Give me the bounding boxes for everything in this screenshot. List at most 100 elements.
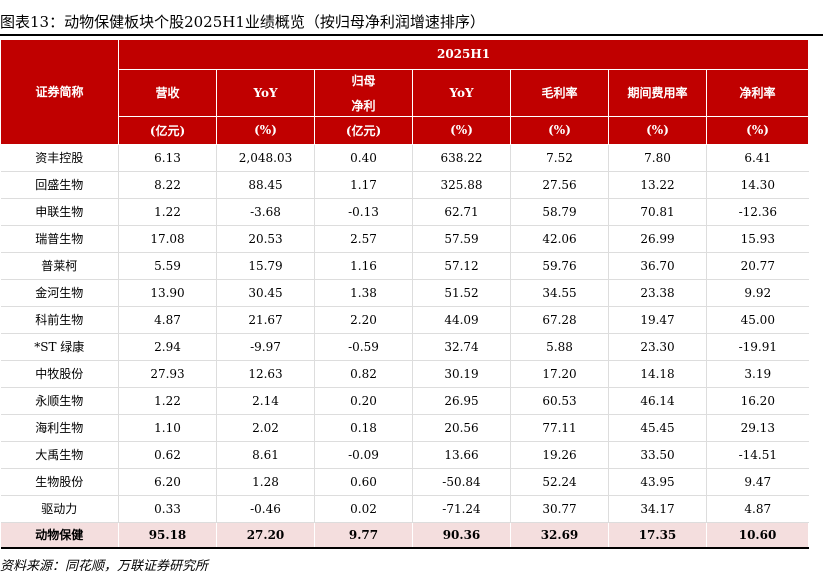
cell-value: 26.99 [608, 225, 707, 253]
header-col-unit: (%) [216, 116, 315, 145]
cell-value: 46.14 [608, 387, 707, 415]
header-row-units: (亿元) (%) (亿元) (%) (%) (%) (%) [1, 116, 810, 145]
table-row: 申联生物 1.22 -3.68 -0.13 62.71 58.79 70.81 -12.36 [0, 198, 809, 226]
figure-title: 图表13：动物保健板块个股2025H1业绩概览（按归母净利润增速排序） [0, 13, 485, 31]
header-col-label-line1: 期间费用率 [627, 86, 688, 100]
cell-value: 43.95 [608, 468, 707, 496]
header-col-label: 期间费用率 [608, 69, 707, 117]
performance-table: 证券简称 2025H1 营收 YoY 归母 净利 YoY 毛利率 期间费用率 净利率 (亿元)… [0, 40, 810, 549]
cell-security-name: 中牧股份 [0, 360, 119, 388]
cell-security-name: 海利生物 [0, 414, 119, 442]
cell-value: 2.14 [216, 387, 315, 415]
cell-security-name: *ST 绿康 [0, 333, 119, 361]
cell-value: 1.10 [118, 414, 217, 442]
cell-value: 26.95 [412, 387, 511, 415]
cell-value: 5.59 [118, 252, 217, 280]
cell-value: 13.66 [412, 441, 511, 469]
cell-value: 9.92 [706, 279, 809, 307]
cell-value: 4.87 [118, 306, 217, 334]
cell-value: 2.57 [314, 225, 413, 253]
header-col-label: 营收 [118, 69, 217, 117]
cell-value: 20.56 [412, 414, 511, 442]
cell-value: 3.19 [706, 360, 809, 388]
cell-value: -0.46 [216, 495, 315, 523]
cell-value: 6.13 [118, 144, 217, 172]
cell-value: 21.67 [216, 306, 315, 334]
table-row: 瑞普生物 17.08 20.53 2.57 57.59 42.06 26.99 15.93 [0, 225, 809, 253]
cell-value: 10.60 [706, 521, 810, 549]
cell-value: 14.30 [706, 171, 809, 199]
cell-value: 14.18 [608, 360, 707, 388]
cell-value: 15.79 [216, 252, 315, 280]
cell-security-name: 动物保健 [0, 521, 119, 549]
cell-value: 0.18 [314, 414, 413, 442]
cell-value: 42.06 [510, 225, 609, 253]
table-row: 大禹生物 0.62 8.61 -0.09 13.66 19.26 33.50 -14.51 [0, 441, 809, 469]
header-col-label: YoY [412, 69, 511, 117]
cell-value: -19.91 [706, 333, 809, 361]
cell-value: 59.76 [510, 252, 609, 280]
header-col-label: 净利率 [705, 69, 810, 117]
cell-value: 34.55 [510, 279, 609, 307]
cell-value: 30.45 [216, 279, 315, 307]
cell-value: 17.08 [118, 225, 217, 253]
cell-value: 1.22 [118, 387, 217, 415]
header-col-label: 归母 净利 [314, 69, 413, 117]
cell-value: 1.28 [216, 468, 315, 496]
cell-value: 1.38 [314, 279, 413, 307]
header-col-label-line2: 净利 [351, 98, 376, 113]
cell-value: 9.77 [314, 521, 413, 549]
table-row: 金河生物 13.90 30.45 1.38 51.52 34.55 23.38 9.92 [0, 279, 809, 307]
header-col-unit: (%) [608, 116, 707, 145]
cell-value: -0.09 [314, 441, 413, 469]
cell-value: 0.02 [314, 495, 413, 523]
header-col-label-line1: 营收 [155, 86, 180, 100]
cell-value: 23.38 [608, 279, 707, 307]
cell-security-name: 回盛生物 [0, 171, 119, 199]
cell-value: -0.59 [314, 333, 413, 361]
cell-value: 70.81 [608, 198, 707, 226]
cell-value: 29.13 [706, 414, 809, 442]
cell-security-name: 科前生物 [0, 306, 119, 334]
cell-value: 34.17 [608, 495, 707, 523]
cell-security-name: 瑞普生物 [0, 225, 119, 253]
cell-value: 51.52 [412, 279, 511, 307]
header-col-unit: (亿元) [118, 116, 217, 145]
cell-security-name: 永顺生物 [0, 387, 119, 415]
table-row: 回盛生物 8.22 88.45 1.17 325.88 27.56 13.22 14.30 [0, 171, 809, 199]
cell-value: 9.47 [706, 468, 809, 496]
cell-value: 36.70 [608, 252, 707, 280]
cell-value: 8.61 [216, 441, 315, 469]
cell-value: 58.79 [510, 198, 609, 226]
cell-value: 12.63 [216, 360, 315, 388]
header-col-label-line1: YoY [449, 85, 474, 100]
cell-value: -14.51 [706, 441, 809, 469]
cell-value: 30.19 [412, 360, 511, 388]
cell-value: 4.87 [706, 495, 809, 523]
cell-value: 1.16 [314, 252, 413, 280]
cell-value: 27.93 [118, 360, 217, 388]
header-col-label-line1: 归母 [351, 73, 376, 88]
cell-value: 2.94 [118, 333, 217, 361]
cell-value: 27.56 [510, 171, 609, 199]
cell-value: 6.20 [118, 468, 217, 496]
cell-value: 27.20 [216, 521, 315, 549]
table-row: 资丰控股 6.13 2,048.03 0.40 638.22 7.52 7.80 6.41 [0, 144, 809, 172]
cell-value: 17.35 [608, 521, 707, 549]
header-col-unit: (%) [705, 116, 810, 145]
table-row: 永顺生物 1.22 2.14 0.20 26.95 60.53 46.14 16.20 [0, 387, 809, 415]
table-row: 中牧股份 27.93 12.63 0.82 30.19 17.20 14.18 3.19 [0, 360, 809, 388]
table-row: 驱动力 0.33 -0.46 0.02 -71.24 30.77 34.17 4.87 [0, 495, 809, 523]
cell-value: 325.88 [412, 171, 511, 199]
header-col-label: 毛利率 [510, 69, 609, 117]
cell-value: 0.20 [314, 387, 413, 415]
cell-value: -9.97 [216, 333, 315, 361]
cell-value: 30.77 [510, 495, 609, 523]
cell-value: 45.45 [608, 414, 707, 442]
header-col-unit: (亿元) [314, 116, 413, 145]
header-name-col: 证券简称 [0, 40, 119, 145]
cell-value: 23.30 [608, 333, 707, 361]
cell-value: 16.20 [706, 387, 809, 415]
cell-security-name: 普莱柯 [0, 252, 119, 280]
cell-value: 0.60 [314, 468, 413, 496]
